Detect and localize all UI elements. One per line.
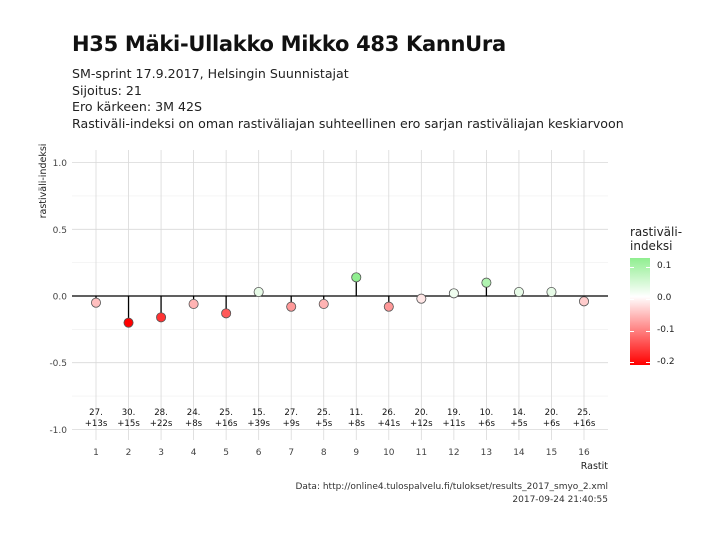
rank-label-11: 20. [414,408,428,418]
diff-label-10: +41s [377,419,400,429]
subtitle-line: SM-sprint 17.9.2017, Helsingin Suunnista… [72,66,349,81]
legend-tick-mark [646,267,650,268]
chart-caption: Data: http://online4.tulospalvelu.fi/tul… [295,481,608,507]
x-tick-label: 12 [448,448,459,458]
legend-tick-mark [630,299,634,300]
legend-tick-mark [646,331,650,332]
y-tick-label: 0.5 [53,226,67,236]
diff-label-5: +16s [215,419,238,429]
diff-label-16: +16s [573,419,596,429]
rank-label-15: 20. [545,408,559,418]
point-4 [188,299,199,310]
chart-title: H35 Mäki-Ullakko Mikko 483 KannUra [72,32,506,56]
rank-label-8: 25. [317,408,331,418]
x-tick-label: 8 [321,448,327,458]
diff-label-1: +13s [85,419,108,429]
point-5 [221,308,232,319]
point-16 [579,296,590,307]
diff-label-14: +5s [510,419,528,429]
legend-title: rastiväli- indeksi [630,225,682,253]
rank-label-6: 15. [252,408,266,418]
diff-label-2: +15s [117,419,140,429]
rank-label-10: 26. [382,408,396,418]
x-tick-label: 5 [223,448,229,458]
x-tick-label: 11 [416,448,427,458]
point-13 [481,277,492,288]
legend-title-line: indeksi [630,239,673,253]
rank-label-2: 30. [122,408,136,418]
y-tick-label: -0.5 [49,359,67,369]
legend-tick-mark [630,331,634,332]
legend-tick-label: -0.1 [657,325,675,335]
diff-label-4: +8s [185,419,203,429]
x-axis-title: Rastit [581,461,609,472]
rank-label-7: 27. [284,408,298,418]
diff-label-15: +6s [543,419,561,429]
x-tick-label: 9 [353,448,359,458]
legend-tick-label: 0.0 [657,293,672,303]
x-tick-label: 10 [383,448,395,458]
diff-label-11: +12s [410,419,433,429]
x-tick-label: 1 [93,448,99,458]
point-12 [448,288,459,299]
y-tick-label: 1.0 [53,159,68,169]
point-6 [253,286,264,297]
diff-label-12: +11s [443,419,466,429]
point-2 [123,317,134,328]
x-tick-label: 3 [158,448,164,458]
x-tick-label: 16 [578,448,590,458]
point-8 [318,299,329,310]
point-15 [546,286,557,297]
legend-tick-mark [646,362,650,363]
rank-label-14: 14. [512,408,526,418]
diff-label-13: +6s [478,419,496,429]
point-3 [156,312,167,323]
rank-label-3: 28. [154,408,168,418]
subtitle-line: Sijoitus: 21 [72,82,142,98]
subtitle-line: Ero kärkeen: 3M 42S [72,99,203,114]
legend-tick-label: -0.2 [657,357,675,367]
x-tick-label: 7 [288,448,294,458]
x-tick-label: 13 [481,448,492,458]
legend-tick-label: 0.1 [657,261,672,271]
point-14 [513,286,524,297]
x-tick-label: 6 [256,448,262,458]
rank-label-5: 25. [219,408,233,418]
rank-label-13: 10. [480,408,494,418]
diff-label-8: +5s [315,419,333,429]
caption-line: Data: http://online4.tulospalvelu.fi/tul… [295,482,608,492]
x-tick-label: 15 [546,448,557,458]
legend-title-line: rastiväli- [630,225,683,239]
rank-label-4: 24. [187,408,201,418]
caption-line: 2017-09-24 21:40:55 [512,495,608,505]
y-tick-label: 0.0 [53,293,68,303]
legend-tick-mark [646,299,650,300]
point-9 [351,272,362,283]
legend-tick-mark [630,362,634,363]
rank-label-12: 19. [447,408,461,418]
y-tick-label: -1.0 [49,426,67,436]
diff-label-9: +8s [348,419,366,429]
chart-subtitle: SM-sprint 17.9.2017, Helsingin Suunnista… [72,66,624,132]
point-10 [383,301,394,312]
rank-label-9: 11. [349,408,363,418]
diff-label-6: +39s [247,419,270,429]
x-tick-label: 14 [513,448,525,458]
diff-label-7: +9s [283,419,301,429]
diff-label-3: +22s [150,419,173,429]
subtitle-line: Rastiväli-indeksi on oman rastiväliajan … [72,115,624,131]
legend-tick-mark [630,267,634,268]
rank-label-16: 25. [577,408,591,418]
rank-label-1: 27. [89,408,103,418]
legend-colorbar [630,258,650,365]
x-tick-label: 2 [126,448,132,458]
x-tick-label: 4 [191,448,197,458]
y-axis-title: rastiväli-indeksi [38,144,49,219]
point-11 [416,293,427,304]
point-1 [91,297,102,308]
point-7 [286,301,297,312]
